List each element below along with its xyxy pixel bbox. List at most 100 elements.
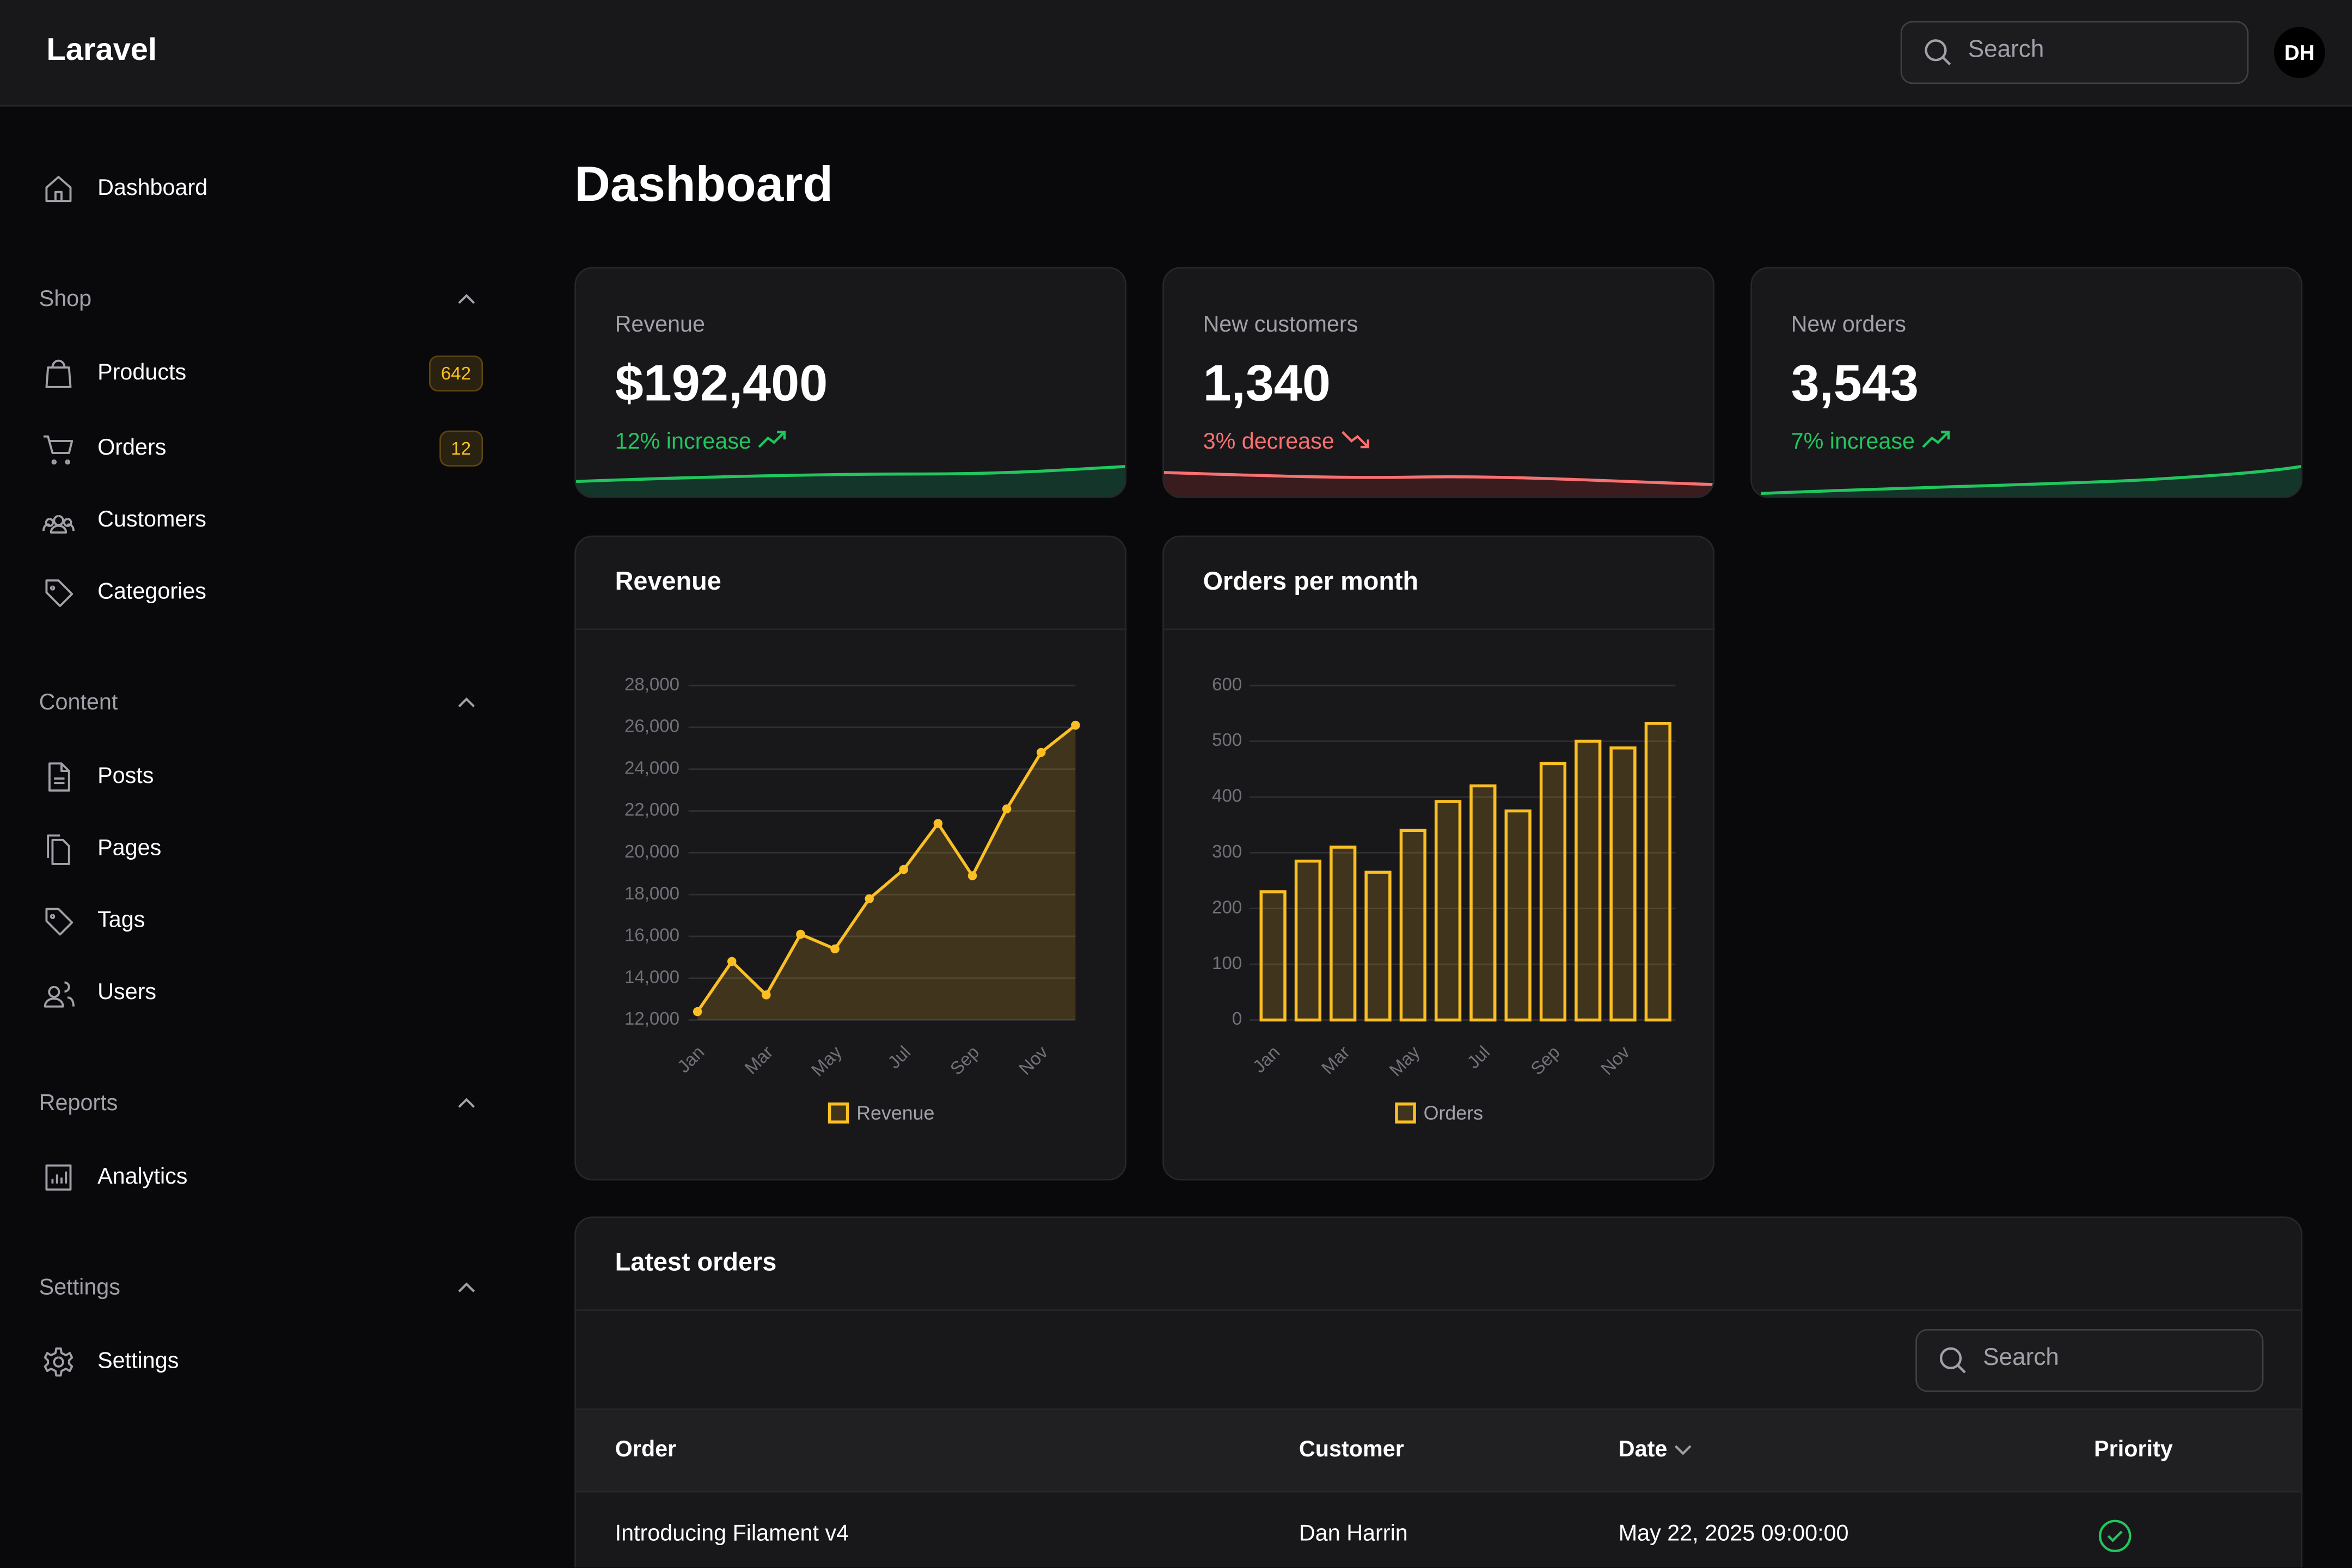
stat-label: New orders: [1791, 312, 1906, 338]
cell: Introducing Filament v4: [615, 1521, 849, 1547]
column-header[interactable]: Customer: [1298, 1437, 1404, 1463]
global-search[interactable]: Search: [1900, 21, 2249, 84]
point: [693, 1007, 702, 1016]
bar: [1399, 829, 1426, 1022]
brand[interactable]: Laravel: [46, 33, 157, 68]
y-tick-label: 100: [1212, 953, 1242, 973]
column-header[interactable]: Priority: [2094, 1437, 2173, 1463]
point: [899, 865, 909, 874]
bar: [1330, 846, 1357, 1022]
chart-title: Revenue: [615, 567, 721, 596]
x-tick-label: Jul: [884, 1042, 915, 1073]
y-tick-label: 500: [1212, 730, 1242, 750]
x-tick-label: Nov: [1597, 1042, 1634, 1079]
point: [830, 944, 840, 954]
group-label[interactable]: Shop: [39, 286, 92, 313]
search-placeholder: Search: [1968, 37, 2044, 63]
point: [796, 929, 805, 939]
top-bar: Laravel Search DH: [0, 0, 2352, 107]
collapse-icon[interactable]: [457, 696, 475, 708]
y-tick-label: 18,000: [624, 884, 679, 904]
table-search[interactable]: Search: [1915, 1329, 2264, 1392]
x-tick-label: May: [1386, 1042, 1424, 1081]
avatar[interactable]: DH: [2274, 27, 2325, 78]
search-placeholder: Search: [1983, 1345, 2059, 1371]
stat-change: 3% decrease: [1203, 429, 1371, 455]
search-icon: [1939, 1347, 1966, 1374]
x-tick-label: Jul: [1463, 1042, 1494, 1073]
nav-icon: [45, 908, 74, 936]
divider: [575, 1309, 2301, 1311]
stat-card: New customers 1,340 3% decrease: [1162, 267, 1715, 498]
point: [1037, 748, 1046, 757]
point: [1071, 720, 1080, 730]
nav-badge: 12: [439, 430, 483, 467]
nav-icon: [45, 359, 72, 388]
y-tick-label: 24,000: [624, 758, 679, 778]
nav-label: Pages: [97, 835, 162, 861]
stat-value: 1,340: [1203, 355, 1331, 413]
nav-icon: [42, 514, 75, 534]
y-tick-label: 20,000: [624, 842, 679, 862]
nav-icon: [45, 176, 72, 203]
table-header: Order Customer Date Priority: [575, 1408, 2301, 1493]
y-tick-label: 0: [1232, 1009, 1242, 1029]
collapse-icon[interactable]: [457, 1281, 475, 1293]
bar: [1294, 859, 1322, 1022]
divider: [1163, 628, 1713, 630]
y-tick-label: 300: [1212, 842, 1242, 862]
x-tick-label: Mar: [741, 1042, 777, 1078]
group-label[interactable]: Content: [39, 690, 118, 716]
y-tick-label: 14,000: [624, 967, 679, 987]
stat-value: 3,543: [1791, 355, 1919, 413]
nav-label: Categories: [97, 579, 206, 605]
nav-label: Orders: [97, 434, 167, 461]
column-header-text: Date: [1618, 1437, 1668, 1463]
legend-label[interactable]: Orders: [1424, 1102, 1483, 1124]
column-header[interactable]: Date: [1619, 1437, 1692, 1462]
trend-icon: [758, 431, 786, 448]
page-title: Dashboard: [574, 156, 834, 212]
table-card: Latest orders Search Order Customer Date…: [574, 1216, 2303, 1568]
divider: [575, 628, 1125, 630]
group-label[interactable]: Reports: [39, 1090, 118, 1116]
point: [967, 871, 977, 880]
area: [697, 725, 1076, 1020]
stat-change-text: 3% decrease: [1203, 428, 1334, 455]
stat-card: New orders 3,543 7% increase: [1750, 267, 2303, 498]
legend-swatch: [1395, 1102, 1416, 1124]
point: [762, 990, 771, 1000]
point: [865, 894, 874, 904]
table-row[interactable]: Introducing Filament v4 Dan Harrin May 2…: [576, 1491, 2301, 1568]
point: [1002, 804, 1012, 813]
nav-icon: [48, 762, 70, 792]
collapse-icon[interactable]: [457, 292, 475, 304]
column-header[interactable]: Order: [615, 1437, 677, 1463]
priority-icon: [2098, 1520, 2132, 1552]
bar: [1609, 746, 1637, 1022]
x-tick-label: Jan: [673, 1042, 708, 1077]
x-tick-label: Sep: [946, 1042, 983, 1079]
nav-icon: [43, 435, 74, 465]
collapse-icon[interactable]: [457, 1097, 475, 1108]
point: [933, 819, 943, 828]
chart-card: Orders per month 0 100 200 300 400 500 600 Jan M…: [1162, 535, 1715, 1181]
sort-icon: [1674, 1445, 1691, 1455]
y-tick-label: 200: [1212, 897, 1242, 917]
stat-card: Revenue $192,400 12% increase: [574, 267, 1127, 498]
y-tick-label: 28,000: [624, 675, 679, 695]
stat-value: $192,400: [615, 355, 828, 413]
y-tick-label: 600: [1212, 675, 1242, 695]
nav-label: Dashboard: [97, 175, 208, 201]
bar: [1469, 784, 1497, 1022]
group-label[interactable]: Settings: [39, 1275, 120, 1301]
nav-icon: [44, 981, 75, 1008]
legend-label[interactable]: Revenue: [856, 1102, 934, 1124]
bar: [1644, 721, 1671, 1022]
table-title: Latest orders: [615, 1248, 777, 1277]
sidebar: Dashboard Shop Products 642 Orders 12 Customer…: [0, 107, 525, 1568]
nav-label: Settings: [97, 1348, 179, 1374]
y-tick-label: 22,000: [624, 800, 679, 820]
point: [727, 957, 737, 966]
nav-label: Products: [97, 360, 187, 386]
